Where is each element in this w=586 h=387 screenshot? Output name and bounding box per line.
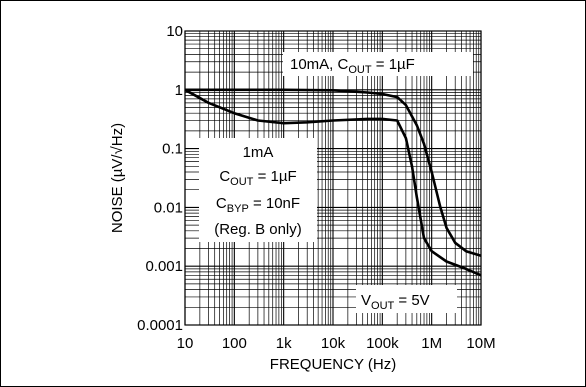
x-tick-label: 10 [177,335,194,352]
x-tick-label: 10M [466,335,495,352]
x-tick-label: 10k [321,335,346,352]
x-tick-label: 100k [366,335,399,352]
series-label-cout: COUT = 1µF [219,168,296,188]
y-tick-label: 0.1 [162,141,183,158]
y-axis-label: NOISE (µV/√Hz) [109,123,126,233]
y-tick-label: 0.01 [154,199,183,216]
plot-border [184,30,482,326]
x-axis-label: FREQUENCY (Hz) [270,356,396,373]
vout-annotation: VOUT = 5V [361,292,430,312]
annotation-box [356,285,457,313]
series-label-box [199,138,317,242]
series-line [185,88,482,258]
series-label-note: (Reg. B only) [214,221,302,238]
y-tick-label: 10 [166,23,183,40]
series-label-1ma: 1mA [243,144,274,161]
x-tick-label: 100 [222,335,247,352]
x-tick-label: 1k [276,335,292,352]
series-line [184,88,482,277]
y-tick-label: 0.0001 [137,317,183,334]
y-tick-label: 0.001 [145,258,183,275]
x-tick-label: 1M [421,335,442,352]
series-label-10ma: 10mA, COUT = 1µF [290,56,415,76]
y-tick-label: 1 [175,82,183,99]
series-label-box [283,52,473,76]
series-label-cbyp: CBYP = 10nF [216,195,300,215]
